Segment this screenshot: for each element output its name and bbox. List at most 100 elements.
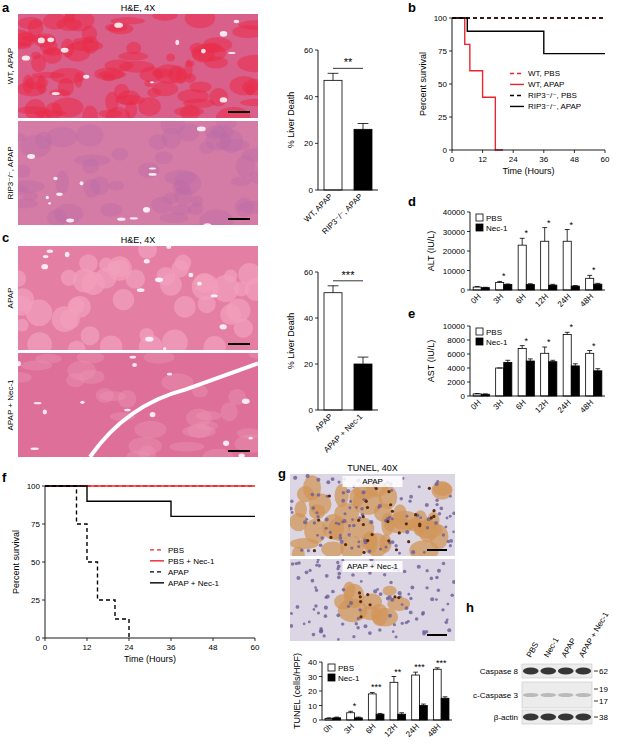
nucleus: [357, 541, 360, 544]
error-bar: [587, 351, 592, 354]
nucleus: [441, 608, 444, 611]
tunel-nucleus: [328, 494, 331, 497]
nucleus: [362, 490, 366, 494]
y-tick-label: 40: [308, 658, 317, 667]
nucleus: [418, 485, 421, 488]
tunel-nucleus: [357, 519, 360, 522]
nucleus: [348, 506, 351, 509]
vessel: [150, 412, 156, 417]
necrosis: [152, 14, 177, 21]
y-axis: [318, 50, 319, 190]
vessel: [18, 361, 21, 366]
nucleus: [326, 480, 330, 484]
vessel: [234, 20, 240, 23]
nucleus: [339, 534, 342, 537]
bar: [368, 694, 376, 720]
nucleus: [319, 627, 322, 630]
y-tick: [467, 354, 470, 355]
nucleus: [347, 533, 351, 537]
x-tick-label: 12H: [382, 722, 399, 739]
error-stem: [522, 346, 523, 349]
bar: [518, 245, 526, 290]
x-tick-label: 0h: [322, 722, 335, 735]
marker-label: 38: [599, 713, 608, 722]
nucleus: [385, 546, 388, 549]
tissue-patch: [231, 177, 251, 186]
nucleus: [357, 617, 360, 620]
nucleus: [410, 586, 414, 590]
x-tick-label: APAP: [313, 412, 334, 433]
tissue-patch: [155, 151, 173, 164]
legend-swatch: [476, 214, 483, 221]
x-tick-label: 36: [539, 155, 548, 164]
vessel: [143, 207, 150, 213]
nucleus: [323, 634, 326, 637]
nucleus: [362, 498, 365, 501]
panel-label: b: [408, 0, 416, 15]
nucleus: [329, 531, 332, 534]
error-bar: [550, 360, 555, 361]
band: [575, 693, 591, 697]
error-stem: [544, 347, 545, 353]
nucleus: [395, 635, 398, 638]
legend-label: PBS: [338, 664, 354, 673]
y-tick-label: 20000: [443, 247, 466, 256]
legend-swatch: [328, 664, 335, 671]
tissue-patch: [47, 127, 78, 147]
image-title: H&E, 4X: [121, 235, 156, 245]
nucleus: [409, 495, 413, 499]
nucleus: [317, 493, 321, 497]
plot-area: [325, 668, 449, 720]
error-bar: [475, 393, 480, 394]
row-label: APAP + Nec-1: [347, 562, 399, 571]
tunel-stain: [362, 593, 383, 609]
nucleus: [440, 507, 444, 511]
necrosis: [118, 52, 148, 61]
panel-label: c: [2, 230, 9, 245]
y-tick: [467, 231, 470, 232]
band-label: c-Caspase 3: [473, 691, 518, 700]
legend-label: RIP3⁻/⁻, APAP: [528, 102, 581, 111]
y-tick-label: 10000: [443, 267, 466, 276]
band: [540, 668, 556, 675]
nucleus: [436, 480, 439, 483]
y-tick: [467, 251, 470, 252]
scale-bar: [427, 634, 447, 636]
error-cap: [595, 368, 600, 369]
nucleus: [324, 606, 328, 610]
x-tick-label: 12: [83, 643, 92, 652]
x-tick: [605, 150, 606, 153]
nucleus: [389, 581, 392, 584]
y-tick: [449, 150, 452, 151]
nucleus: [408, 499, 411, 502]
lobule: [204, 336, 226, 350]
y-tick: [449, 84, 452, 85]
y-tick: [319, 691, 322, 692]
nucleus: [337, 522, 340, 525]
tissue-patch: [109, 181, 124, 191]
vessel: [47, 37, 54, 42]
bar-chart: 0204060WT, APAPRIP3⁻/⁻, APAP% Liver Deat…: [286, 46, 378, 236]
significance: *: [353, 701, 357, 711]
tunel-stain: [363, 531, 377, 554]
error-cap: [483, 393, 488, 394]
error-stem: [589, 351, 590, 354]
necrosis: [61, 39, 74, 58]
y-tick: [315, 96, 318, 97]
x-tick-label: 6H: [514, 398, 528, 412]
vessel: [41, 264, 48, 269]
lobule: [160, 274, 182, 296]
nucleus: [303, 520, 307, 524]
tunel-nucleus: [362, 523, 365, 526]
legend-swatch: [328, 674, 335, 681]
error-cap: [550, 284, 555, 285]
tunel-nucleus: [362, 551, 365, 554]
vessel: [197, 282, 202, 286]
nucleus: [352, 524, 356, 528]
tissue-patch: [196, 421, 218, 431]
y-tick-label: 100: [27, 482, 41, 491]
nucleus: [409, 610, 413, 614]
nucleus: [437, 588, 440, 591]
survival-line: [452, 18, 503, 150]
nucleus: [331, 590, 335, 594]
